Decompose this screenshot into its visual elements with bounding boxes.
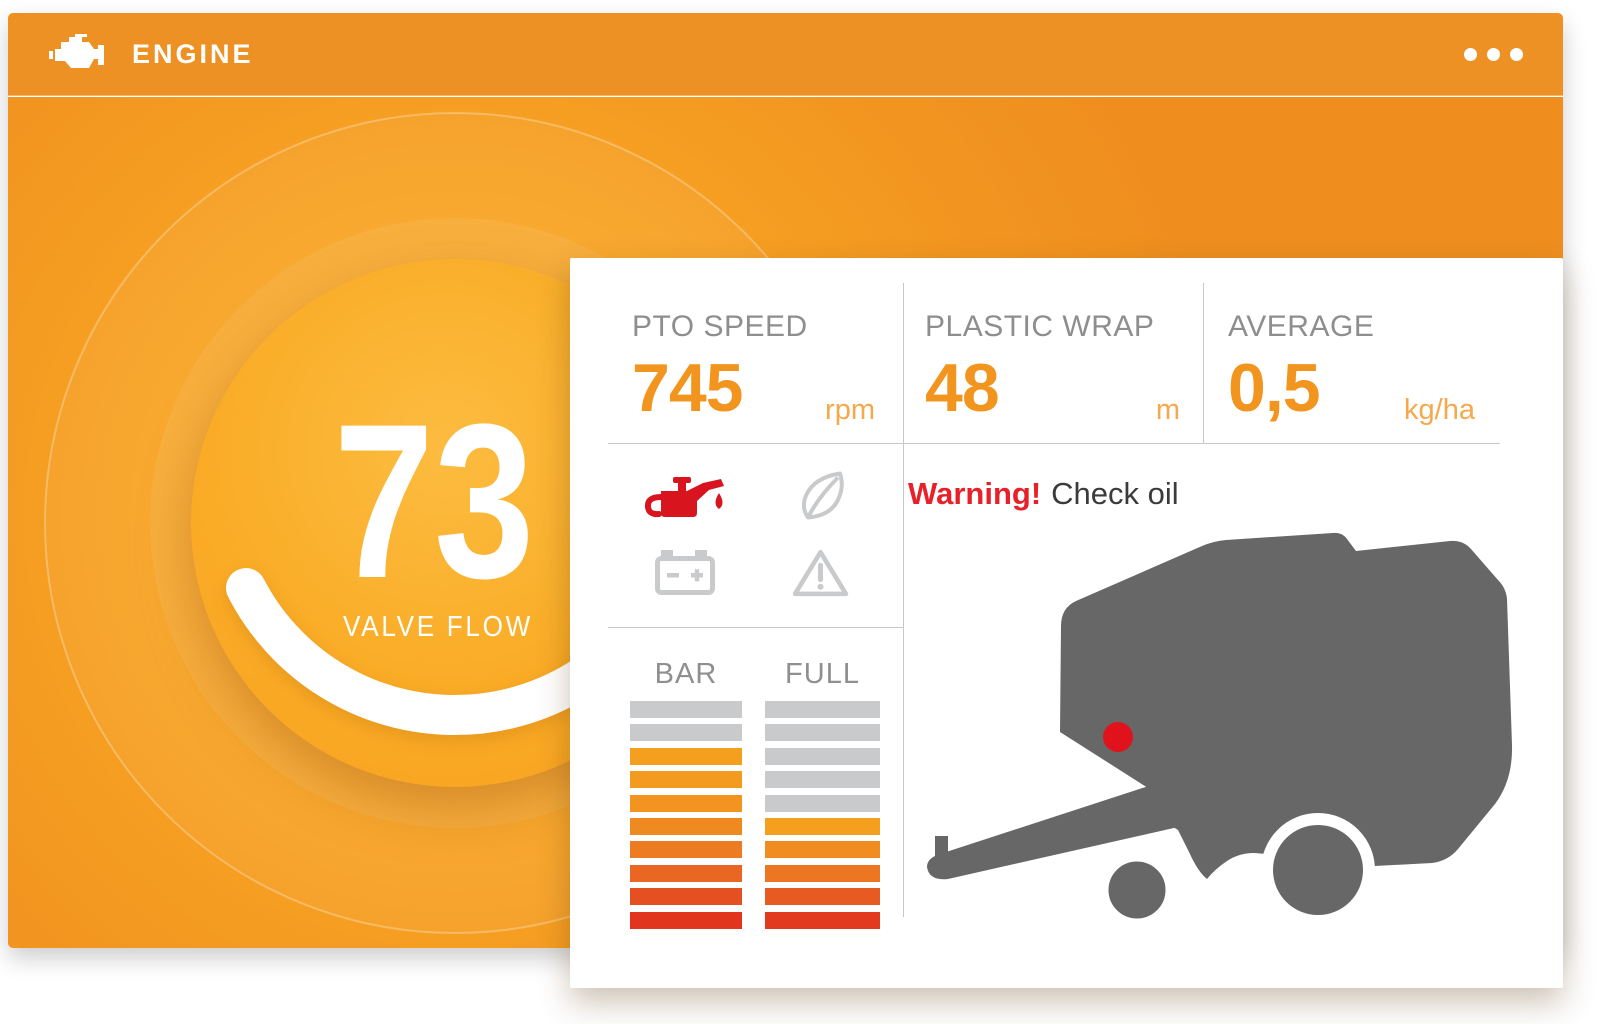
level-segment [630, 888, 742, 906]
divider [1203, 283, 1204, 443]
status-card: PTO SPEED 745 rpm PLASTIC WRAP 48 m AVER… [570, 258, 1563, 988]
dot [1510, 47, 1523, 61]
warning-triangle-icon[interactable] [792, 548, 849, 597]
level-segment [765, 794, 880, 812]
baler-front-wheel [1097, 850, 1177, 930]
dot [1464, 47, 1477, 61]
metric-value: 0,5 [1228, 350, 1321, 426]
level-label: FULL [785, 658, 860, 690]
dot [1487, 47, 1500, 61]
level-segment [630, 724, 742, 742]
level-segment [630, 771, 742, 789]
more-options-icon[interactable] [1464, 47, 1523, 61]
level-segment [765, 747, 880, 765]
warning-message: Warning! Check oil [908, 476, 1179, 512]
metric-unit: rpm [825, 394, 875, 426]
level-segment [630, 841, 742, 859]
level-segment [765, 724, 880, 742]
level-segment [630, 747, 742, 765]
baler-drawbar [927, 782, 1187, 880]
divider [608, 627, 903, 628]
metric-label: PLASTIC WRAP [925, 310, 1155, 343]
level-segment [765, 864, 880, 882]
metric-plastic-wrap: PLASTIC WRAP 48 m [925, 258, 1203, 443]
metric-unit: m [1155, 394, 1180, 426]
metric-label: AVERAGE [1228, 310, 1375, 343]
warning-text: Check oil [1051, 476, 1179, 511]
level-segment [765, 911, 880, 929]
metric-pto-speed: PTO SPEED 745 rpm [632, 258, 903, 443]
eco-leaf-icon[interactable] [798, 469, 848, 523]
level-segment [765, 888, 880, 906]
baler-hitch-nub [935, 836, 948, 856]
gauge-value: 73 [333, 378, 535, 624]
level-column-full: FULL [765, 658, 880, 929]
baler-illustration [908, 520, 1563, 960]
metric-value: 48 [925, 350, 1000, 426]
metric-average: AVERAGE 0,5 kg/ha [1228, 258, 1563, 443]
level-segment [765, 841, 880, 859]
baler-body [1060, 532, 1513, 879]
level-segment [630, 701, 742, 718]
divider [608, 443, 1500, 444]
level-stack [630, 701, 742, 929]
metric-label: PTO SPEED [632, 310, 808, 343]
oil-pressure-icon[interactable] [642, 477, 737, 519]
level-column-bar: BAR [630, 658, 742, 929]
gauge-label: VALVE FLOW [343, 611, 533, 643]
level-segment [630, 864, 742, 882]
divider [903, 283, 904, 917]
alert-dot [1103, 722, 1133, 752]
metric-unit: kg/ha [1404, 394, 1475, 426]
level-segment [630, 911, 742, 929]
baler-rear-wheel [1261, 813, 1375, 927]
level-label: BAR [654, 658, 718, 690]
level-segment [765, 817, 880, 835]
metric-value: 745 [632, 350, 743, 426]
level-segment [765, 771, 880, 789]
level-segment [630, 794, 742, 812]
level-stack [765, 701, 880, 929]
level-segment [765, 701, 880, 718]
engine-icon [48, 32, 110, 76]
page-title: ENGINE [132, 38, 254, 69]
level-segment [630, 817, 742, 835]
battery-icon[interactable] [655, 550, 715, 595]
panel-header: ENGINE [8, 13, 1563, 96]
warning-prefix: Warning! [908, 476, 1042, 511]
